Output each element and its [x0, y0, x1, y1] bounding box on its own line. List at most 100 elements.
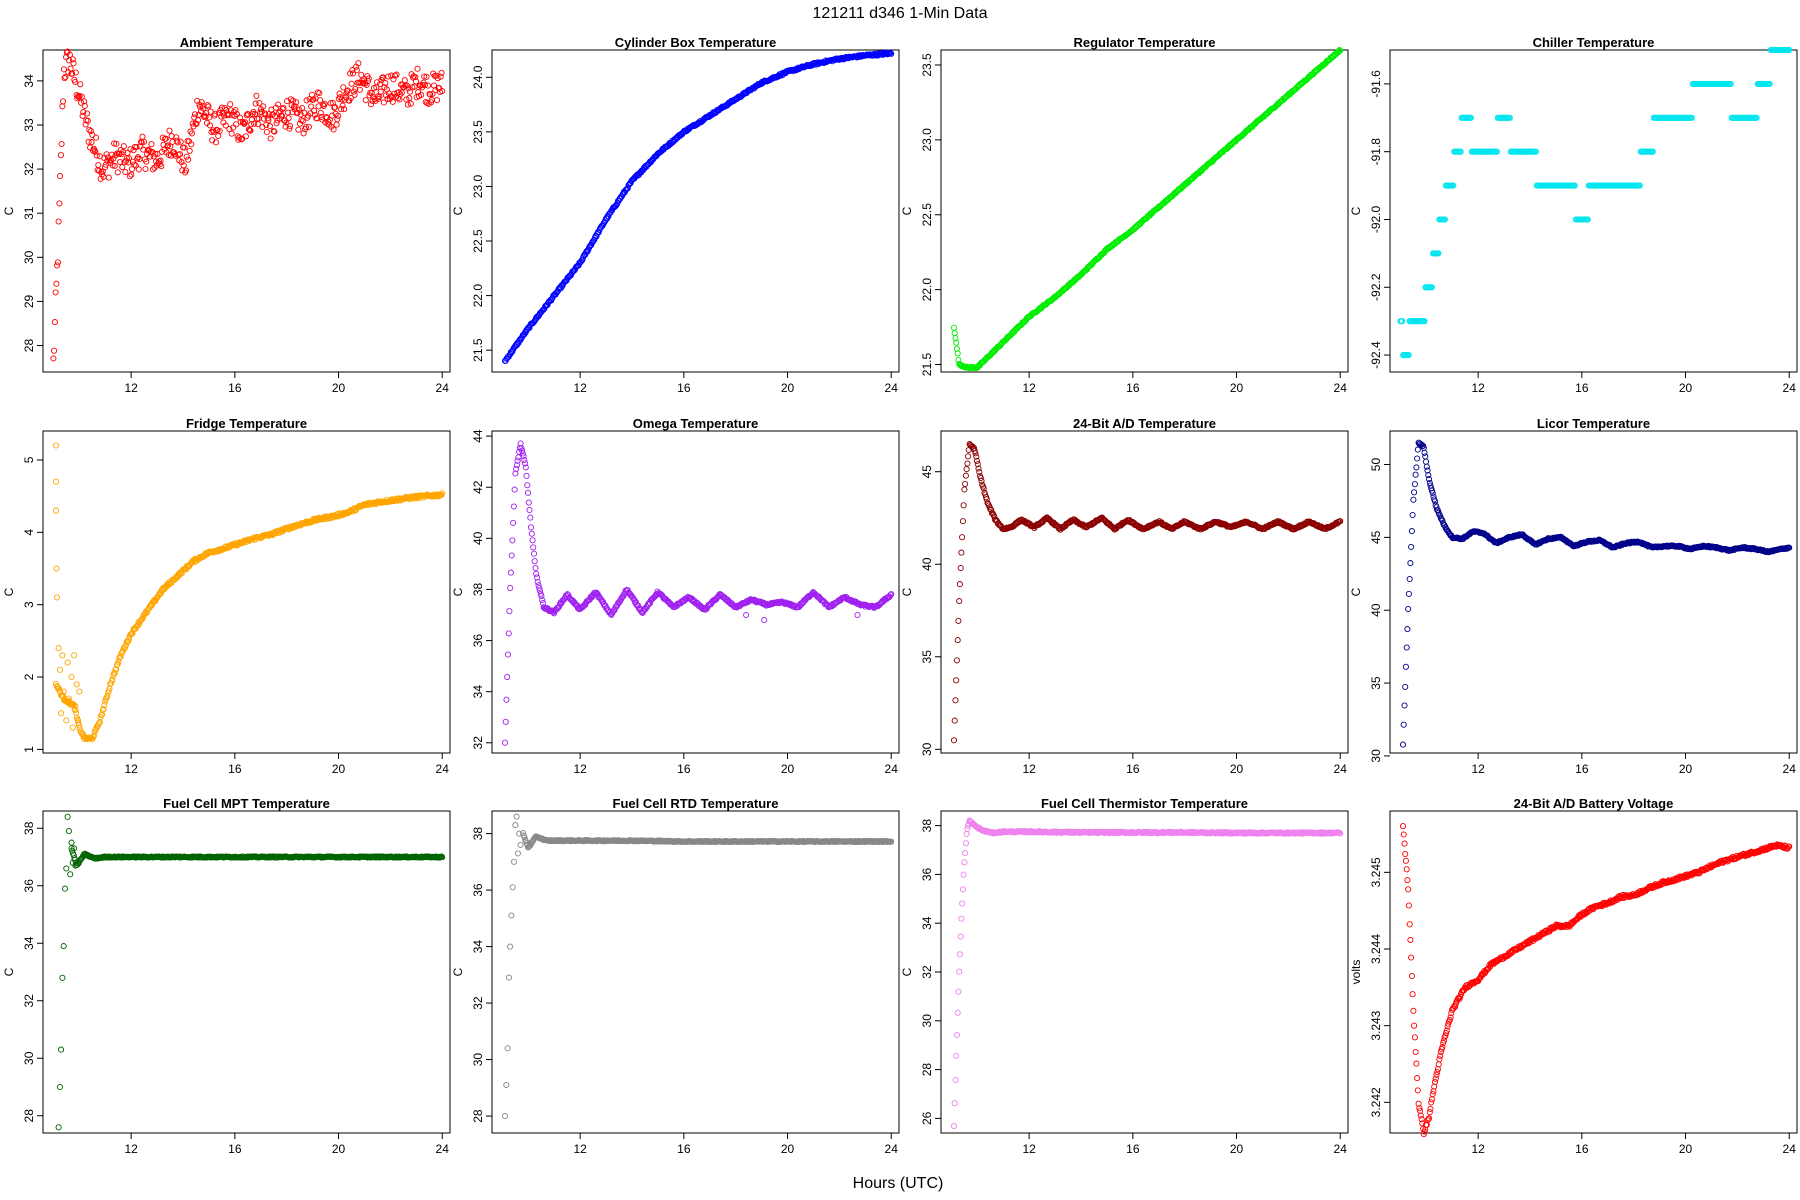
x-tick-label: 16	[677, 762, 691, 776]
y-tick-label: 35	[920, 650, 934, 664]
data-point	[439, 88, 446, 95]
data-point	[406, 95, 413, 102]
data-point	[344, 87, 351, 94]
data-point	[93, 152, 100, 159]
data-point	[953, 657, 960, 664]
y-axis-label: C	[2, 206, 16, 215]
data-point	[1408, 528, 1415, 535]
data-point	[887, 49, 894, 57]
data-point	[533, 574, 541, 581]
data-point	[252, 100, 259, 107]
data-point-outlier	[63, 717, 70, 724]
data-point	[1421, 318, 1428, 325]
x-tick-label: 20	[781, 1142, 795, 1156]
data-point-outlier	[59, 652, 66, 659]
chart-title: Fuel Cell MPT Temperature	[163, 796, 330, 811]
data-point	[336, 90, 343, 97]
data-point	[93, 134, 100, 141]
data-point	[80, 109, 87, 116]
data-point	[212, 139, 220, 146]
x-tick-label: 24	[885, 381, 899, 395]
data-point	[182, 167, 190, 174]
data-point	[186, 147, 193, 154]
y-tick-label: 31	[22, 206, 36, 220]
x-tick-label: 12	[573, 762, 587, 776]
data-point	[105, 174, 112, 181]
data-point	[507, 584, 514, 592]
data-point	[191, 111, 199, 118]
data-point	[206, 114, 213, 121]
data-point	[187, 128, 194, 135]
data-point	[536, 587, 543, 594]
data-point	[390, 497, 397, 504]
data-point	[954, 350, 961, 357]
data-point	[427, 91, 434, 98]
data-point	[1408, 543, 1415, 550]
y-tick-label: -92.4	[1369, 341, 1383, 369]
data-point	[216, 127, 223, 135]
data-point	[323, 114, 330, 122]
data-point-outlier	[60, 688, 67, 695]
data-point	[962, 480, 969, 488]
data-point	[271, 128, 278, 135]
data-point	[218, 104, 225, 111]
data-point	[1422, 453, 1429, 460]
data-series	[52, 442, 446, 743]
data-point	[72, 69, 79, 76]
data-point	[1688, 114, 1695, 121]
data-point	[1402, 683, 1409, 690]
data-point	[955, 617, 962, 624]
data-point	[86, 126, 93, 133]
y-tick-label: 32	[471, 736, 485, 750]
y-axis-label: C	[2, 587, 16, 596]
data-point-outlier	[63, 865, 70, 872]
data-point	[92, 148, 99, 155]
data-point	[401, 77, 408, 84]
data-point	[236, 114, 243, 121]
data-point	[330, 126, 337, 133]
data-point	[412, 78, 420, 85]
data-point	[193, 120, 200, 128]
data-point	[198, 99, 205, 106]
data-point	[294, 109, 301, 116]
data-point-outlier	[61, 885, 69, 892]
data-point	[590, 237, 597, 244]
data-point	[389, 98, 396, 105]
data-point-outlier	[69, 724, 76, 731]
data-point	[424, 82, 432, 89]
data-point	[888, 50, 895, 57]
data-point-outlier	[743, 611, 750, 619]
y-axis-label: C	[451, 206, 465, 215]
data-point	[188, 141, 195, 148]
data-point	[510, 503, 517, 510]
data-point	[116, 150, 123, 157]
y-tick-label: 40	[920, 557, 934, 571]
data-point	[295, 126, 302, 133]
y-tick-label: 23.5	[920, 53, 934, 77]
data-point	[158, 163, 165, 170]
data-point	[437, 73, 444, 80]
data-point	[1411, 481, 1418, 488]
data-point	[1493, 148, 1500, 155]
data-point	[218, 113, 225, 120]
data-point	[111, 162, 118, 169]
data-point	[1428, 284, 1435, 291]
data-point	[128, 171, 135, 178]
data-point	[265, 117, 272, 124]
data-series	[55, 813, 446, 1131]
data-point	[72, 707, 79, 714]
data-point	[90, 732, 97, 739]
x-tick-label: 16	[1575, 762, 1589, 776]
data-point-outlier	[60, 943, 67, 950]
data-point	[1402, 663, 1409, 670]
data-point	[311, 107, 318, 114]
data-point	[429, 90, 436, 97]
x-tick-label: 24	[436, 762, 450, 776]
data-point-outlier	[65, 828, 72, 835]
data-point	[168, 133, 175, 140]
data-point	[1412, 471, 1419, 478]
y-axis-label: C	[900, 587, 914, 596]
x-tick-label: 24	[436, 1142, 450, 1156]
